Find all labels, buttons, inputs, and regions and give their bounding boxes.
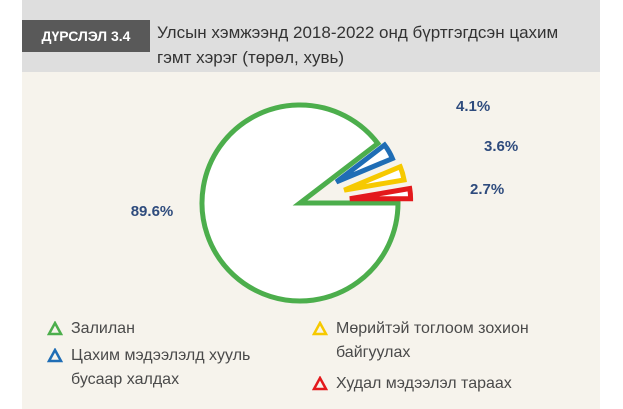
legend-marker — [47, 321, 63, 336]
data-label: 4.1% — [456, 98, 490, 115]
legend-marker — [47, 348, 63, 363]
legend-item: Мөрийтэй тоглоом зохион байгуулах — [312, 317, 566, 365]
legend-label: Залилан — [71, 320, 135, 337]
legend-label: Мөрийтэй тоглоом зохион байгуулах — [336, 320, 529, 361]
legend-label: Худал мэдээлэл тараах — [336, 375, 512, 392]
legend-label: Цахим мэдээлэлд хууль бусаар халдах — [71, 347, 251, 388]
legend-marker — [312, 376, 328, 391]
legend-item: Цахим мэдээлэлд хууль бусаар халдах — [47, 344, 271, 392]
pie-slice — [349, 185, 414, 202]
pie-slice — [343, 163, 407, 193]
data-label: 89.6% — [131, 203, 174, 220]
data-label: 3.6% — [484, 138, 518, 155]
pie-slice — [199, 102, 401, 304]
legend-triangle — [47, 321, 63, 336]
legend-triangle — [312, 321, 328, 336]
legend-triangle — [47, 348, 63, 363]
pie-slice — [334, 141, 396, 185]
figure-label: ДҮРСЛЭЛ 3.4 — [22, 20, 150, 52]
chart-title: Улсын хэмжээнд 2018-2022 онд бүртгэгдсэн… — [157, 23, 559, 67]
legend-marker — [312, 321, 328, 336]
legend-triangle — [312, 376, 328, 391]
data-label: 2.7% — [470, 181, 504, 198]
legend-item: Залилан — [47, 317, 291, 341]
legend-item: Худал мэдээлэл тараах — [312, 372, 556, 396]
